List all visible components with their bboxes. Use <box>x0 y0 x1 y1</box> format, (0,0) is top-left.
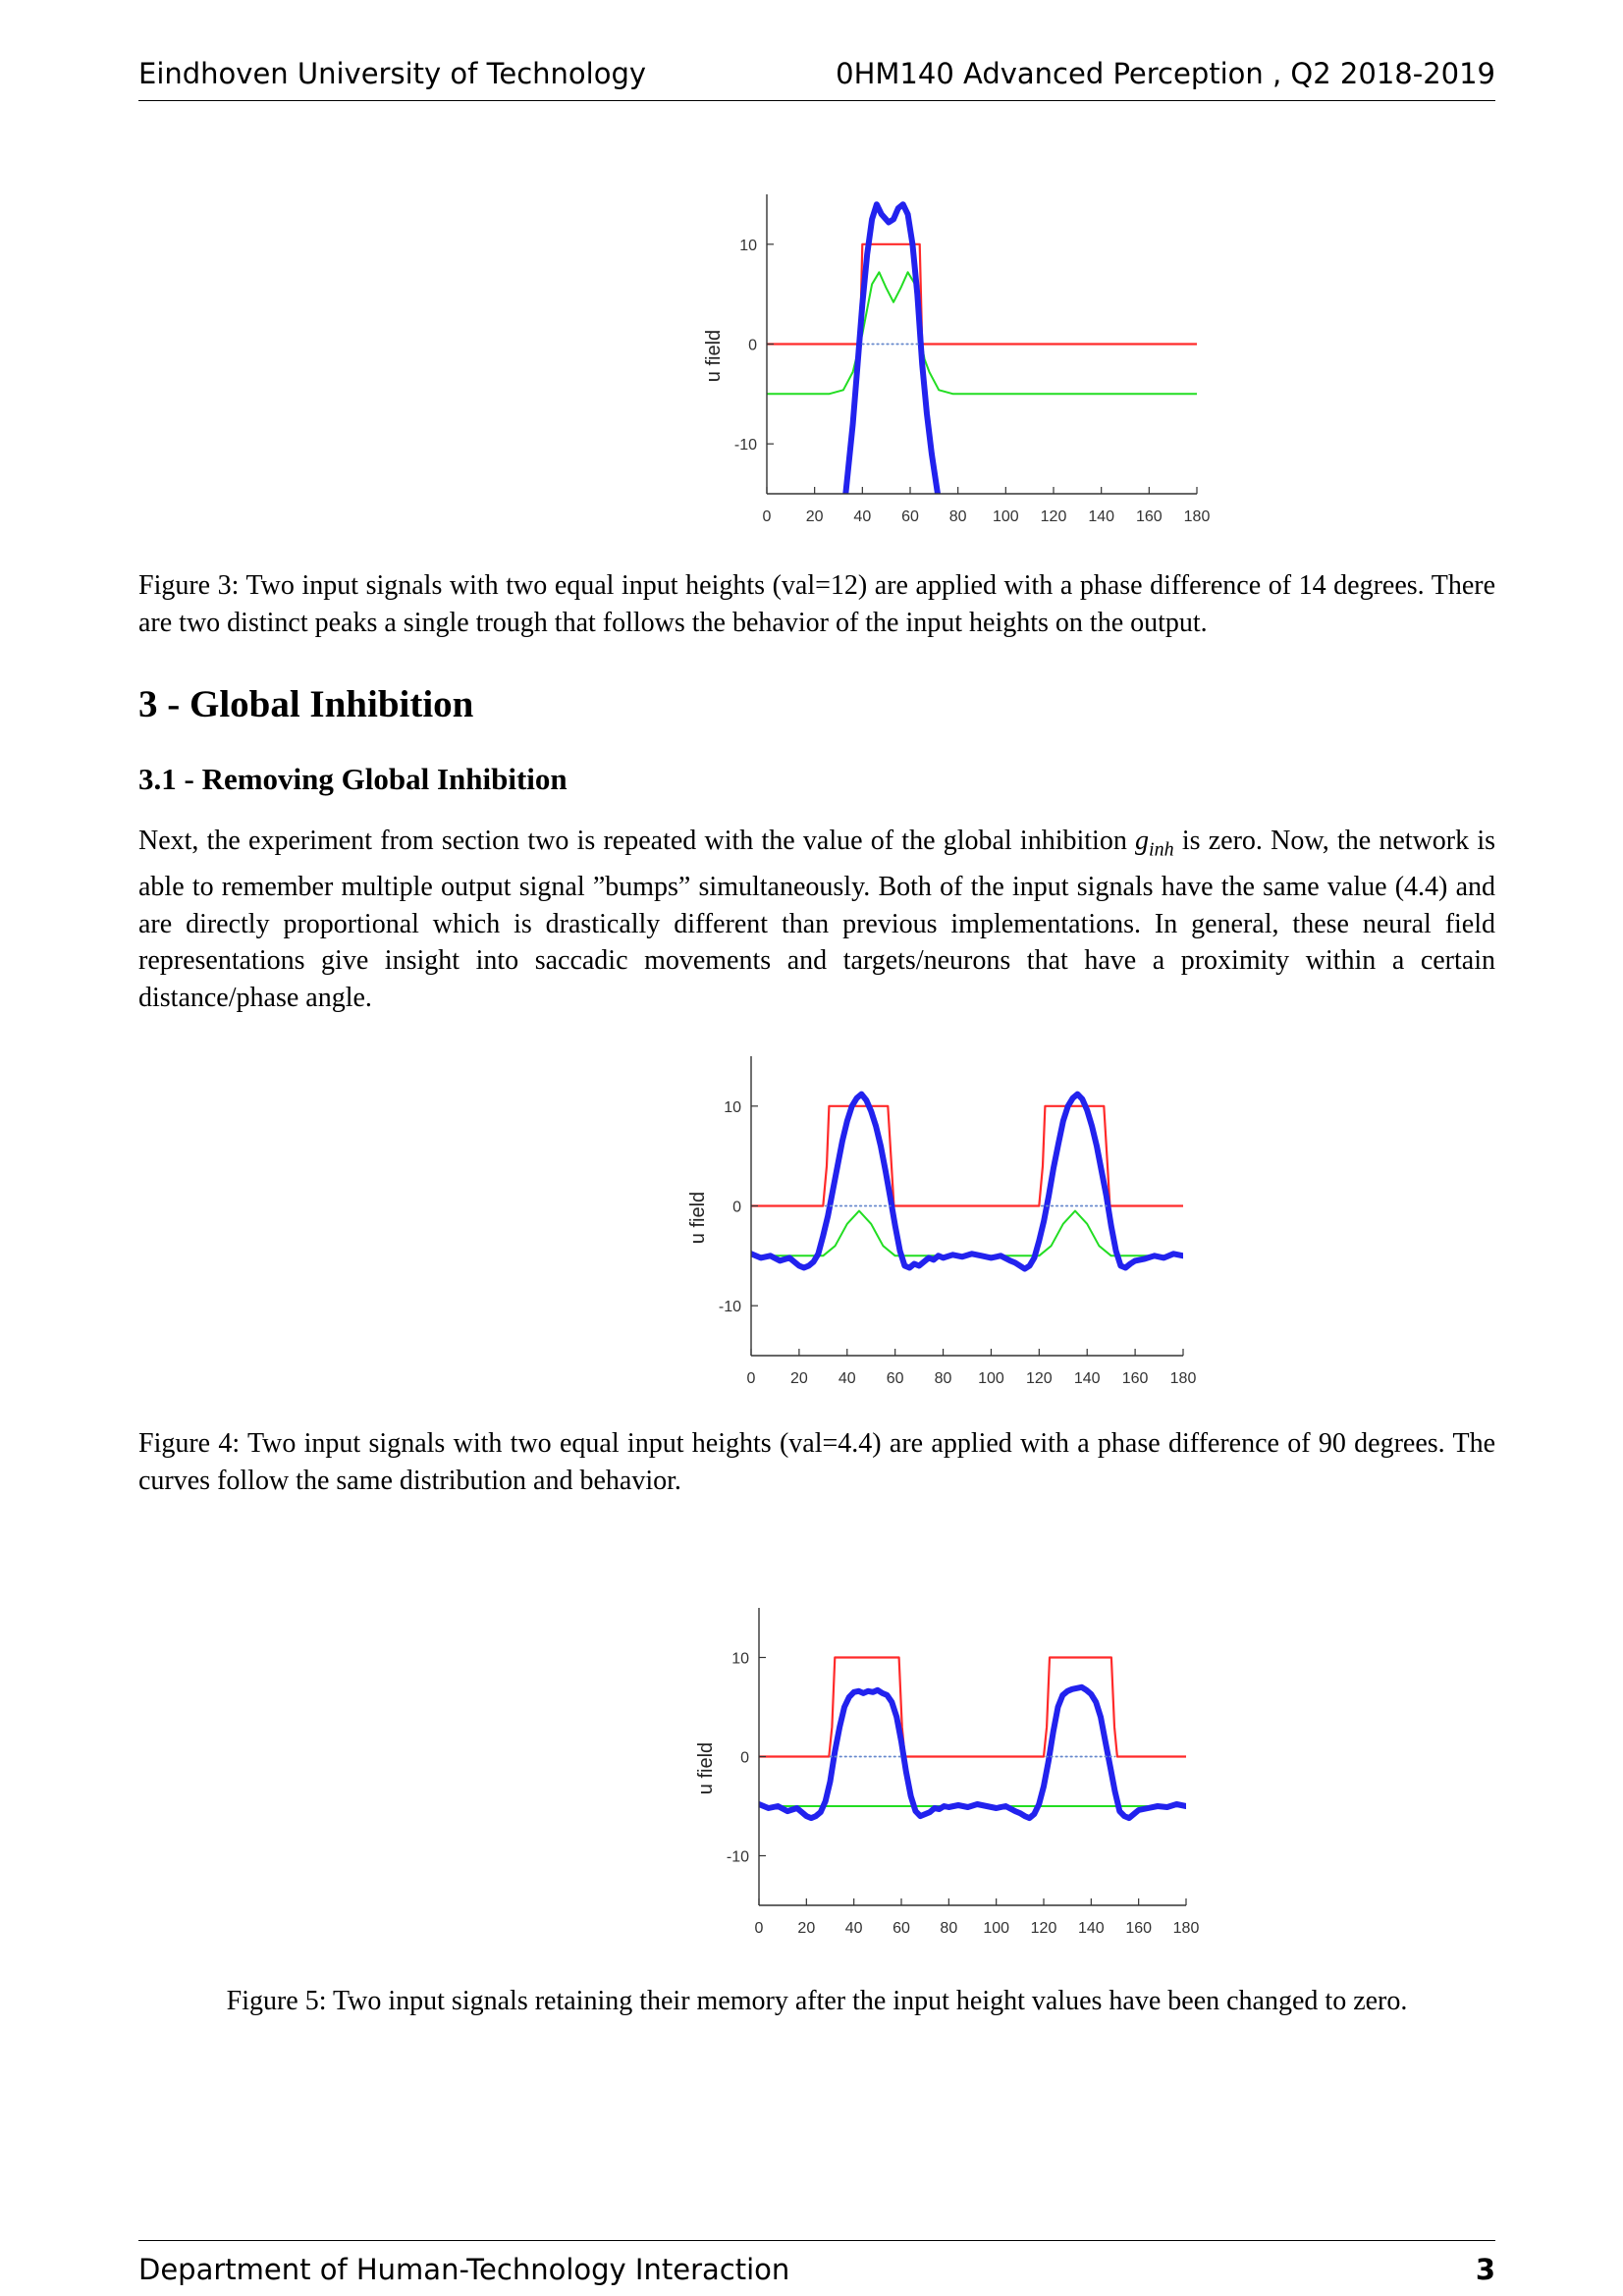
header-course: 0HM140 Advanced Perception , Q2 2018-201… <box>836 57 1495 90</box>
x-tick-label: 0 <box>755 1920 764 1937</box>
x-tick-label: 40 <box>845 1920 863 1937</box>
figure-3-caption: Figure 3: Two input signals with two equ… <box>138 570 1495 638</box>
figure-5-caption: Figure 5: Two input signals retaining th… <box>226 1986 1408 2016</box>
page-footer: Department of Human-Technology Interacti… <box>138 2240 1495 2286</box>
y-tick-label: 10 <box>731 1651 749 1668</box>
plot-area <box>751 1091 1183 1272</box>
x-tick-label: 120 <box>1041 508 1067 525</box>
x-tick-label: 60 <box>901 508 919 525</box>
y-tick-label: 0 <box>748 338 757 354</box>
section-title: 3 - Global Inhibition <box>138 683 474 725</box>
plot-area <box>767 201 1197 494</box>
symbol-g-inh: ginh <box>1135 826 1174 861</box>
series-line-activation <box>767 271 1197 396</box>
body-paragraph: Next, the experiment from section two is… <box>138 823 1495 1016</box>
x-tick-label: 60 <box>887 1370 904 1387</box>
x-tick-label: 160 <box>1125 1920 1152 1937</box>
series-line-input <box>751 1104 1183 1207</box>
series-line-output <box>759 1683 1186 1822</box>
series-line-input <box>759 1656 1186 1758</box>
x-tick-label: 60 <box>893 1920 910 1937</box>
y-tick-label: 0 <box>740 1750 749 1767</box>
x-tick-label: 0 <box>763 508 772 525</box>
paragraph-post: is zero. Now, the network is able to rem… <box>138 826 1495 1013</box>
y-axis-label: u field <box>703 330 725 382</box>
y-tick-label: -10 <box>727 1849 749 1866</box>
y-axis-label: u field <box>695 1742 717 1794</box>
y-axis-label: u field <box>687 1192 709 1244</box>
x-tick-label: 40 <box>853 508 871 525</box>
y-tick-label: 10 <box>739 238 757 254</box>
x-tick-label: 160 <box>1122 1370 1149 1387</box>
y-tick-label: -10 <box>734 437 757 454</box>
x-tick-label: 120 <box>1031 1920 1057 1937</box>
footer-department: Department of Human-Technology Interacti… <box>138 2253 790 2286</box>
x-tick-label: 0 <box>747 1370 756 1387</box>
page-header: Eindhoven University of Technology 0HM14… <box>138 55 1495 101</box>
x-tick-label: 80 <box>935 1370 952 1387</box>
plot-area <box>759 1656 1186 1822</box>
x-tick-label: 20 <box>806 508 824 525</box>
y-tick-label: 0 <box>732 1200 741 1216</box>
x-tick-label: 140 <box>1088 508 1114 525</box>
x-tick-label: 80 <box>949 508 967 525</box>
x-tick-label: 100 <box>983 1920 1009 1937</box>
x-tick-label: 40 <box>839 1370 856 1387</box>
x-tick-label: 100 <box>993 508 1019 525</box>
figure-4-caption: Figure 4: Two input signals with two equ… <box>138 1428 1495 1496</box>
x-tick-label: 20 <box>790 1370 808 1387</box>
x-tick-label: 180 <box>1184 508 1211 525</box>
x-tick-label: 180 <box>1173 1920 1200 1937</box>
series-line-output <box>751 1091 1183 1272</box>
series-line-input <box>767 242 1197 346</box>
page-number: 3 <box>1475 2253 1495 2286</box>
y-tick-label: -10 <box>719 1299 741 1315</box>
symbol-sub: inh <box>1149 838 1174 861</box>
x-tick-label: 20 <box>797 1920 815 1937</box>
x-tick-label: 140 <box>1074 1370 1101 1387</box>
series-line-output <box>842 201 941 494</box>
symbol-base: g <box>1135 826 1150 856</box>
y-tick-label: 10 <box>724 1099 741 1116</box>
header-institution: Eindhoven University of Technology <box>138 57 647 90</box>
x-tick-label: 180 <box>1170 1370 1197 1387</box>
x-tick-label: 140 <box>1078 1920 1105 1937</box>
x-tick-label: 120 <box>1026 1370 1053 1387</box>
x-tick-label: 100 <box>978 1370 1004 1387</box>
x-tick-label: 160 <box>1136 508 1163 525</box>
x-tick-label: 80 <box>940 1920 957 1937</box>
paragraph-pre: Next, the experiment from section two is… <box>138 826 1136 856</box>
subsection-title: 3.1 - Removing Global Inhibition <box>138 762 568 796</box>
